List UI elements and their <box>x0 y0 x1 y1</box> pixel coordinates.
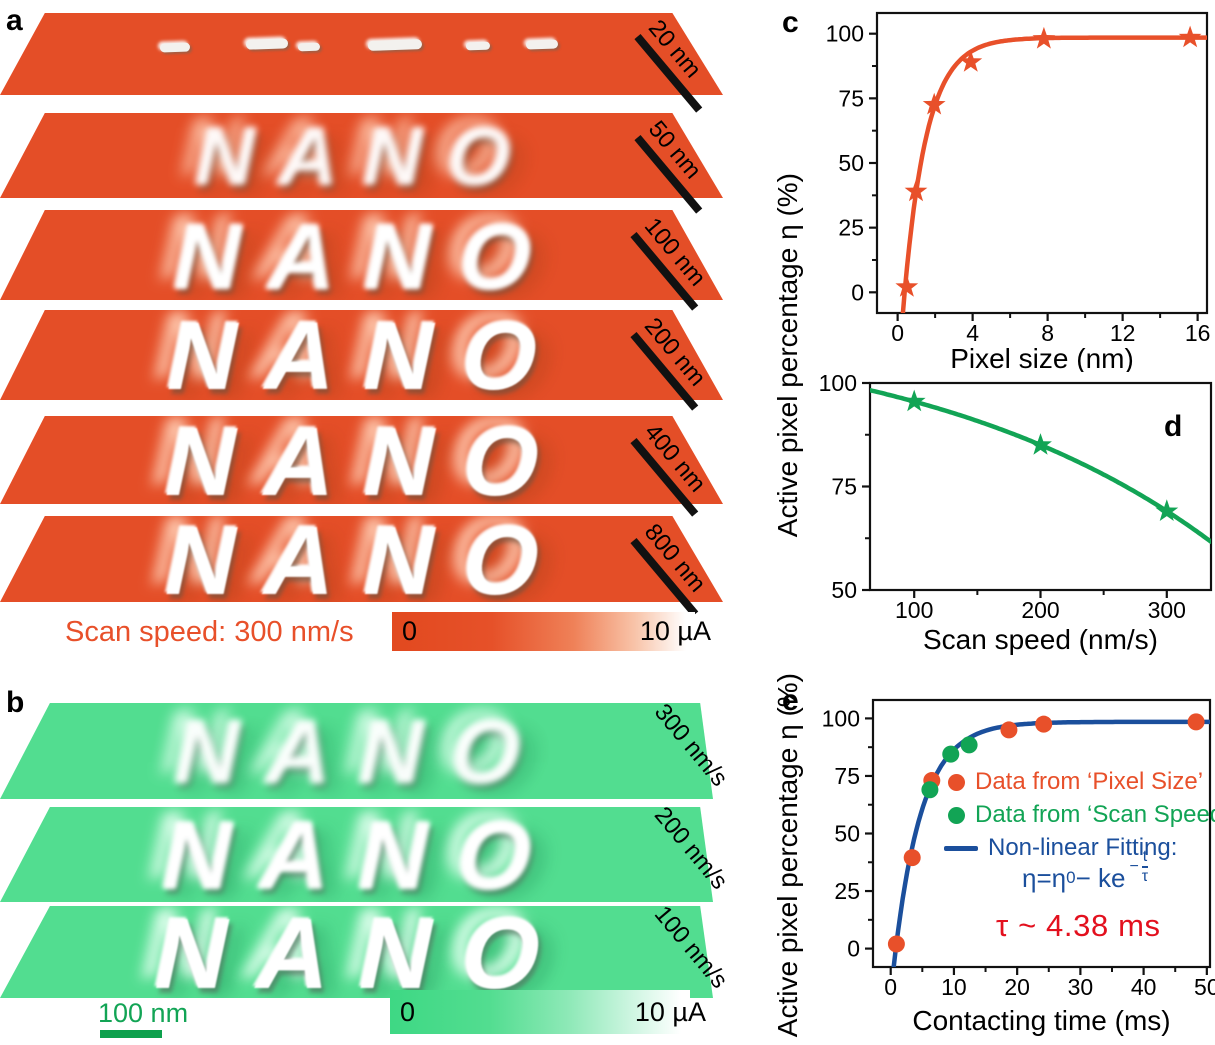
fit-equation: η=η 0− ke − t τ <box>1022 848 1149 893</box>
afm-strip-a-20nm: NANO <box>0 13 723 95</box>
svg-text:0: 0 <box>847 936 860 962</box>
nano-relief-text: NANO <box>158 310 579 400</box>
svg-text:8: 8 <box>1041 320 1054 346</box>
svg-text:200: 200 <box>1021 597 1059 623</box>
scalebar-bar <box>100 1030 162 1038</box>
svg-text:Contacting time (ms): Contacting time (ms) <box>912 1005 1170 1036</box>
legend-item-scan-speed: Data from ‘Scan Speed’ <box>948 801 1215 829</box>
nano-fragment <box>245 38 289 50</box>
chart-contacting-time: 0 10 20 30 40 50 0 25 50 75 100 Contacting time (ms… <box>822 698 1215 1036</box>
afm-strip-a-50nm: NANO <box>0 113 723 198</box>
nano-fragment <box>465 41 491 51</box>
chart-pixel-size: 0 4 8 12 16 0 25 50 75 100 Pixel size (nm) <box>826 11 1211 372</box>
panel-b-letter: b <box>6 686 25 719</box>
svg-text:50: 50 <box>838 150 864 176</box>
svg-text:10: 10 <box>941 974 967 1000</box>
svg-text:12: 12 <box>1110 320 1136 346</box>
colorbar-min-label: 0 <box>400 996 416 1027</box>
svg-text:75: 75 <box>831 474 857 500</box>
nano-fragment <box>525 39 559 50</box>
svg-text:4: 4 <box>966 320 979 346</box>
panel-a-letter: a <box>6 4 23 37</box>
scalebar-label: 100 nm <box>98 998 189 1028</box>
svg-text:25: 25 <box>838 215 864 241</box>
svg-text:25: 25 <box>834 878 860 904</box>
svg-text:0: 0 <box>891 320 904 346</box>
svg-text:40: 40 <box>1131 974 1157 1000</box>
afm-strip-b-300nms: NANO <box>0 703 713 799</box>
legend-dot-orange <box>948 773 965 791</box>
svg-text:100: 100 <box>895 597 933 623</box>
svg-text:300: 300 <box>1148 597 1186 623</box>
nano-relief-text: NANO <box>155 416 582 504</box>
afm-strip-a-200nm: NANO <box>0 310 723 400</box>
tau-annotation: τ ~ 4.38 ms <box>996 908 1161 943</box>
svg-text:0: 0 <box>884 974 897 1000</box>
colorbar-max-label: 10 µA <box>639 616 711 646</box>
svg-text:16: 16 <box>1185 320 1211 346</box>
colorbar-current-green: 0 10 µA <box>390 990 706 1034</box>
legend-line-blue <box>944 845 978 851</box>
svg-text:30: 30 <box>1068 974 1094 1000</box>
svg-text:Scan speed (nm/s): Scan speed (nm/s) <box>923 624 1158 655</box>
nano-relief-text: NANO <box>144 906 583 998</box>
svg-text:50: 50 <box>834 821 860 847</box>
y-axis-label-e: Active pixel percentage η (%) <box>772 672 803 1038</box>
afm-strip-b-100nms: NANO <box>0 906 713 998</box>
nano-fragment <box>297 42 321 52</box>
nano-relief-text: NANO <box>187 113 547 198</box>
svg-text:0: 0 <box>851 279 864 305</box>
scan-speed-caption: Scan speed: 300 nm/s <box>65 616 354 648</box>
svg-text:100: 100 <box>819 372 857 396</box>
nano-relief-text: NANO <box>155 516 582 602</box>
panel-c-letter: c <box>782 6 799 39</box>
afm-strip-b-200nms: NANO <box>0 807 713 902</box>
nano-fragment <box>367 39 423 51</box>
svg-text:50: 50 <box>831 577 857 603</box>
svg-text:20: 20 <box>1004 974 1030 1000</box>
svg-text:50: 50 <box>1194 974 1215 1000</box>
nano-relief-text: NANO <box>164 210 572 300</box>
legend-item-fit: Non-linear Fitting: <box>944 834 1177 862</box>
nano-fragment <box>159 42 191 53</box>
colorbar-current-orange: 0 10 µA <box>392 612 711 651</box>
afm-strip-a-400nm: NANO <box>0 416 723 504</box>
colorbar-min-label: 0 <box>402 616 418 646</box>
svg-text:75: 75 <box>834 763 860 789</box>
svg-text:Pixel size (nm): Pixel size (nm) <box>950 343 1134 372</box>
panel-e-letter: e <box>782 684 799 717</box>
panel-d-letter: d <box>1164 410 1183 443</box>
svg-text:100: 100 <box>826 21 864 47</box>
afm-strip-a-100nm: NANO <box>0 210 723 300</box>
legend-item-pixel-size: Data from ‘Pixel Size’ <box>948 768 1203 796</box>
colorbar-max-label: 10 µA <box>634 996 706 1027</box>
nano-relief-text: NANO <box>165 703 561 799</box>
svg-text:75: 75 <box>838 85 864 111</box>
nano-relief-text: NANO <box>153 807 574 902</box>
afm-strip-a-800nm: NANO <box>0 516 723 602</box>
svg-text:100: 100 <box>822 705 860 731</box>
legend-dot-green <box>948 806 965 824</box>
